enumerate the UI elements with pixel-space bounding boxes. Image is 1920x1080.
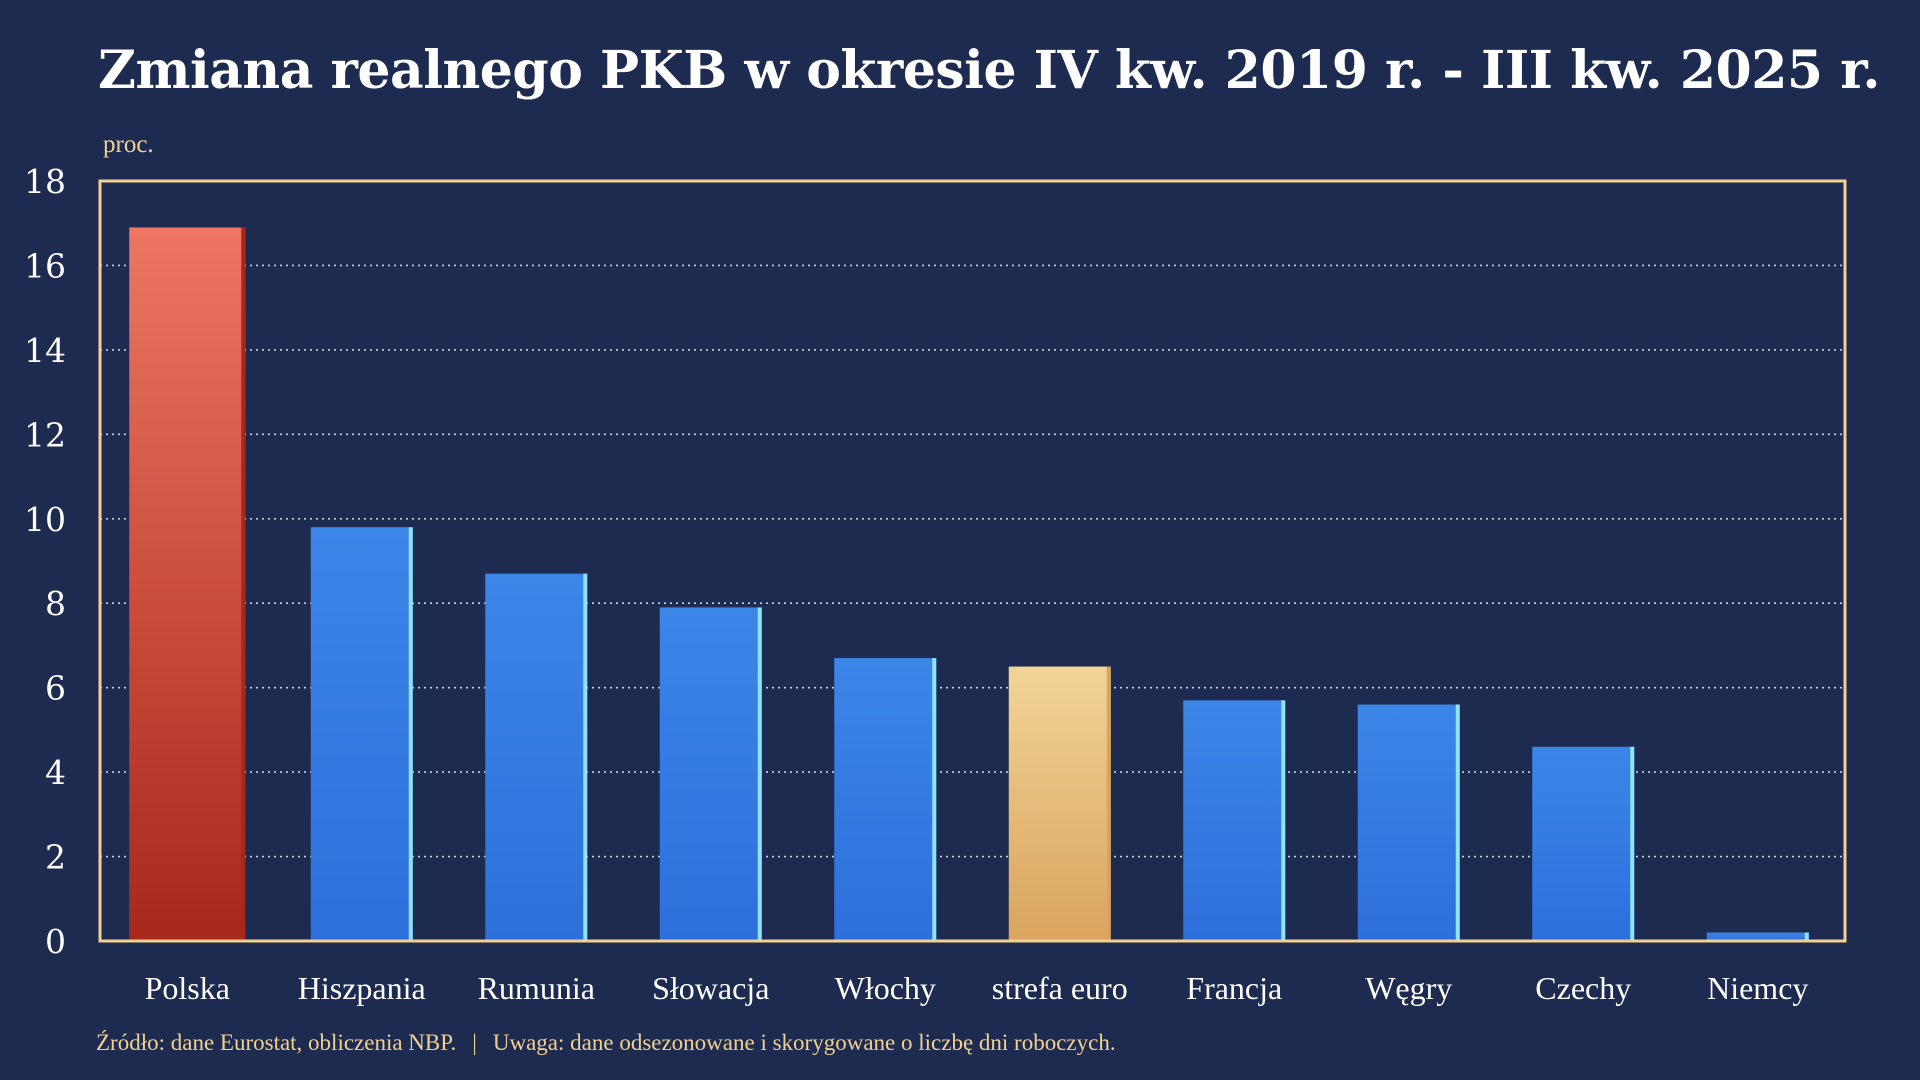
x-tick-label: Słowacja <box>652 970 769 1006</box>
bar-edge <box>757 607 762 941</box>
y-tick-label: 2 <box>45 838 66 877</box>
bar-edge <box>1455 704 1460 941</box>
plot-frame <box>98 179 1847 943</box>
y-tick-label: 4 <box>45 753 66 792</box>
x-tick-label: Włochy <box>835 970 936 1006</box>
bar-włochy <box>834 658 937 941</box>
bar-węgry <box>1357 704 1460 941</box>
y-tick-label: 12 <box>24 415 66 454</box>
y-tick-label: 16 <box>24 246 66 285</box>
bar-edge <box>408 527 413 941</box>
bar-polska <box>129 227 246 941</box>
bar-edge <box>1630 746 1635 941</box>
chart-footer: Źródło: dane Eurostat, obliczenia NBP. | U… <box>96 1030 1116 1056</box>
x-axis-labels: Polska Hiszpania Rumunia Słowacja Włochy stre… <box>145 970 1809 1006</box>
x-tick-label: Rumunia <box>478 970 595 1006</box>
y-tick-label: 10 <box>24 500 66 539</box>
footer-separator: | <box>472 1030 477 1055</box>
x-tick-label: Francja <box>1186 970 1282 1006</box>
bar-francja <box>1183 700 1286 941</box>
bar-niemcy <box>1706 932 1809 941</box>
bars <box>129 227 1809 941</box>
bar-edge <box>1804 932 1809 941</box>
y-tick-label: 14 <box>24 331 66 370</box>
y-tick-label: 8 <box>45 584 66 623</box>
methodology-note: Uwaga: dane odsezonowane i skorygowane o… <box>492 1030 1116 1055</box>
bar-rumunia <box>485 573 588 941</box>
y-tick-label: 18 <box>24 162 66 201</box>
source-note: Źródło: dane Eurostat, obliczenia NBP. <box>96 1030 457 1055</box>
bar-edge <box>932 658 937 941</box>
bar-chart: 0 2 4 6 8 10 12 14 16 18 Polska Hiszpania Rumunia Sł… <box>24 162 1847 1006</box>
x-tick-label: Węgry <box>1365 970 1452 1006</box>
chart-title: Zmiana realnego PKB w okresie IV kw. 201… <box>98 40 1880 101</box>
x-tick-label: Polska <box>145 970 230 1006</box>
y-tick-label: 0 <box>45 922 66 961</box>
x-tick-label: Niemcy <box>1707 970 1808 1006</box>
bar-strefa-euro <box>1008 666 1111 941</box>
bar-słowacja <box>659 607 762 941</box>
y-tick-label: 6 <box>45 669 66 708</box>
x-tick-label: Hiszpania <box>298 970 426 1006</box>
y-axis-unit-label: proc. <box>103 131 154 158</box>
y-axis-ticks: 0 2 4 6 8 10 12 14 16 18 <box>24 162 66 961</box>
bar-edge <box>1281 700 1286 941</box>
x-tick-label: Czechy <box>1535 970 1631 1006</box>
x-tick-label: strefa euro <box>992 970 1128 1006</box>
bar-hiszpania <box>310 527 413 941</box>
bar-edge <box>1106 666 1111 941</box>
bar-edge <box>583 573 588 941</box>
bar-edge <box>241 227 246 941</box>
bar-czechy <box>1532 746 1635 941</box>
